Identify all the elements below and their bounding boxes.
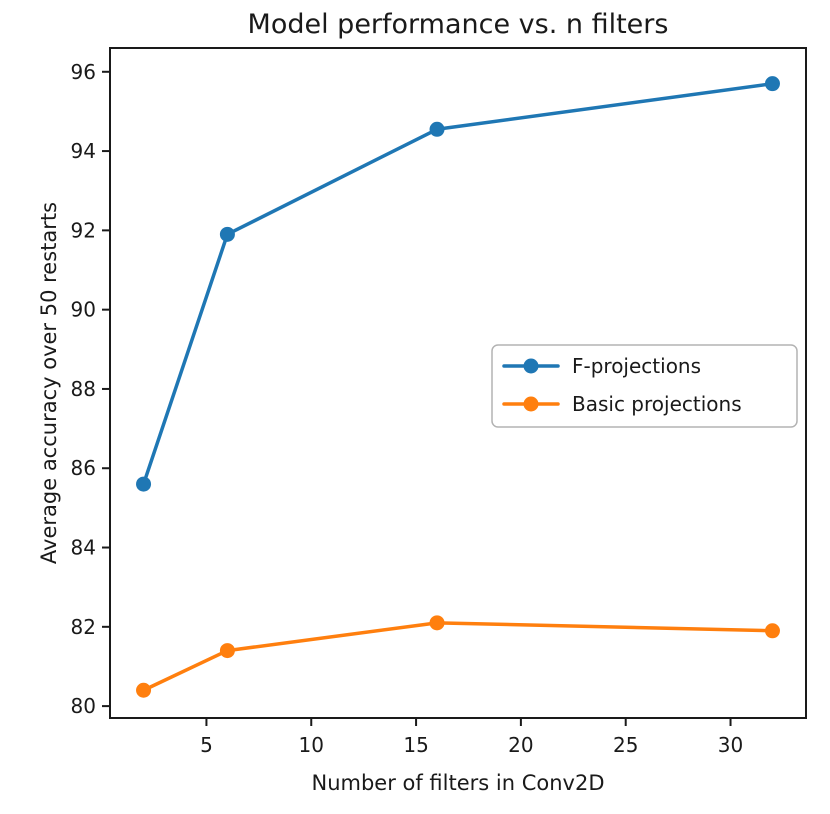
- x-axis-label: Number of filters in Conv2D: [311, 771, 604, 795]
- y-tick-label-94: 94: [71, 139, 96, 163]
- data-point-f-projections-0: [136, 476, 152, 492]
- legend-box: [491, 344, 798, 428]
- x-tick-label-25: 25: [613, 733, 638, 757]
- legend-marker-f-projections: [523, 358, 539, 374]
- data-point-f-projections-1: [219, 226, 235, 242]
- x-tick-label-5: 5: [200, 733, 213, 757]
- data-point-f-projections-3: [764, 76, 780, 92]
- y-axis-ticks: 80 82 84 86 88 90 92 94 96: [71, 60, 110, 718]
- legend-label-basic-projections: Basic projections: [572, 392, 742, 416]
- y-tick-label-92: 92: [71, 218, 96, 242]
- y-tick-label-82: 82: [71, 615, 96, 639]
- data-point-f-projections-2: [429, 121, 445, 137]
- y-axis-label: Average accuracy over 50 restarts: [37, 202, 61, 564]
- y-tick-label-86: 86: [71, 456, 96, 480]
- x-tick-label-10: 10: [299, 733, 324, 757]
- x-tick-label-15: 15: [403, 733, 428, 757]
- x-tick-label-20: 20: [508, 733, 533, 757]
- series-line-f-projections: [141, 81, 775, 486]
- y-tick-label-90: 90: [71, 298, 96, 322]
- legend-label-f-projections: F-projections: [572, 354, 701, 378]
- x-axis-ticks: 5 10 15 20 25 30: [200, 718, 743, 757]
- data-point-basic-projections-3: [764, 623, 780, 639]
- series-lines: [136, 76, 780, 698]
- x-tick-label-30: 30: [718, 733, 743, 757]
- y-tick-label-88: 88: [71, 377, 96, 401]
- data-point-basic-projections-1: [219, 643, 235, 659]
- legend-marker-basic-projections: [523, 396, 539, 412]
- chart-title: Model performance vs. n filters: [248, 9, 669, 40]
- y-tick-label-84: 84: [71, 536, 96, 560]
- legend: F-projections Basic projections: [491, 344, 798, 428]
- y-tick-label-80: 80: [71, 694, 96, 718]
- series-line-basic-projections: [141, 621, 775, 692]
- y-tick-label-96: 96: [71, 60, 96, 84]
- data-point-basic-projections-2: [429, 615, 445, 631]
- data-point-basic-projections-0: [136, 682, 152, 698]
- plot-border: [109, 47, 807, 719]
